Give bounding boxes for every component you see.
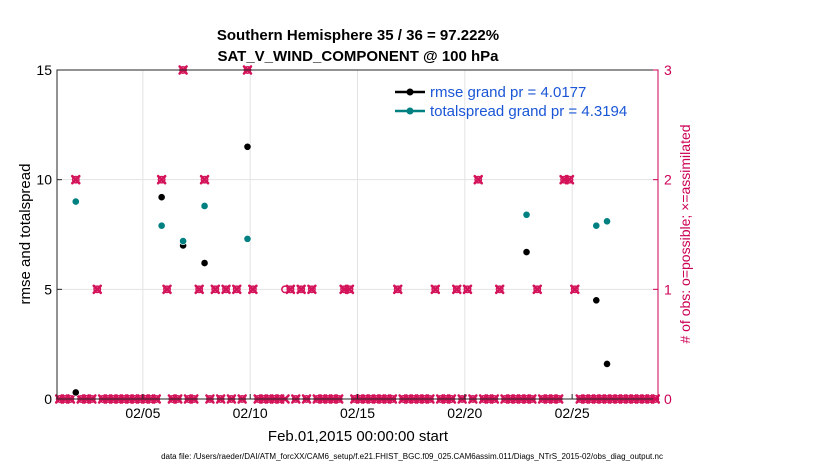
obs-possible-marker [200,175,209,184]
obs-possible-marker [157,175,166,184]
obs-possible-marker [286,285,295,294]
totalspread-point [592,221,601,230]
obs-assimilated-marker [451,284,462,295]
obs-possible-marker [297,285,306,294]
obs-assimilated-marker [532,284,543,295]
obs-assimilated-marker [194,284,205,295]
rmse-point [200,259,209,267]
legend-rmse-marker [406,88,414,96]
obs-assimilated-marker [199,174,210,185]
rmse-point [71,388,80,397]
obs-possible-marker [474,175,483,184]
obs-possible-marker [495,285,504,294]
obs-possible-marker [463,285,472,294]
obs-possible-marker [431,285,440,294]
rmse-point [592,296,601,305]
obs-assimilated-marker [494,284,505,295]
y-right-tick-label: 3 [664,62,672,78]
obs-possible-marker [307,285,316,294]
totalspread-point [179,237,188,245]
obs-assimilated-marker [307,284,317,295]
obs-possible-marker [222,285,230,294]
totalspread-point [522,210,531,219]
totalspread-point [243,234,252,243]
obs-possible-marker [393,285,402,294]
obs-possible-marker [195,285,204,294]
obs-possible-marker [560,175,569,184]
x-tick-label: 02/15 [340,405,375,421]
legend-spread-label: totalspread grand pr = 4.3194 [430,103,627,120]
obs-assimilated-marker [248,284,258,295]
obs-assimilated-marker [70,174,81,185]
obs-assimilated-marker [231,284,242,295]
obs-assimilated-marker [210,284,221,295]
obs-possible-marker [163,285,171,294]
obs-possible-marker [93,285,102,294]
y-axis-right-ticks: 0 1 2 3 [653,62,672,407]
obs-possible-marker [345,285,354,294]
obs-assimilated-marker [564,174,575,185]
obs-possible-marker [281,285,290,294]
y-left-tick-label: 5 [44,281,52,297]
obs-assimilated-marker [392,284,403,295]
obs-assimilated-marker [221,284,231,295]
x-tick-label: 02/05 [125,405,160,421]
rmse-point [522,248,531,256]
rmse-point [603,360,611,368]
x-tick-label: 02/10 [233,405,268,421]
obs-possible-marker [340,285,349,294]
y-axis-right-label: # of obs: o=possible; ×=assimilated [677,124,693,343]
x-tick-label: 02/25 [555,405,590,421]
obs-assimilated-marker [570,284,580,295]
obs-possible-marker [232,285,241,294]
obs-assimilated-marker [162,284,172,295]
obs-assimilated-marker [473,174,484,185]
obs-assimilated-marker [92,284,103,295]
totalspread-point [200,202,209,210]
totalspread-point [157,221,166,230]
totalspread-point [603,217,611,226]
y-right-tick-label: 0 [664,391,672,407]
obs-assimilated-marker [430,284,441,295]
y-left-tick-label: 10 [36,172,52,188]
chart-title-line1: Southern Hemisphere 35 / 36 = 97.222% [217,27,499,44]
y-left-tick-label: 0 [44,391,52,407]
obs-assimilated-marker [462,284,473,295]
obs-assimilated-marker [296,284,306,295]
series-layer [71,142,611,397]
obs-possible-marker [71,175,80,184]
y-axis-left-ticks: 0 5 10 15 [36,62,62,407]
y-right-tick-label: 2 [664,172,672,188]
legend-rmse-label: rmse grand pr = 4.0177 [430,84,586,101]
obs-assimilated-marker [285,284,296,295]
obs-possible-marker [452,285,461,294]
legend: rmse grand pr = 4.0177 totalspread grand… [395,84,627,120]
chart-title-line2: SAT_V_WIND_COMPONENT @ 100 hPa [217,48,499,65]
obs-possible-marker [570,285,579,294]
obs-possible-marker [533,285,542,294]
totalspread-point [71,197,80,206]
obs-possible-marker [565,175,574,184]
obs-assimilated-marker [344,284,355,295]
obs-possible-marker [248,285,257,294]
obs-possible-marker [211,285,220,294]
x-axis-label: Feb.01,2015 00:00:00 start [268,428,449,445]
rmse-point [243,142,252,151]
x-tick-label: 02/20 [447,405,482,421]
y-axis-left-label: rmse and totalspread [17,164,34,305]
y-left-tick-label: 15 [36,62,52,78]
legend-spread-marker [406,107,414,115]
rmse-point [157,193,166,202]
data-file-footnote: data file: /Users/raeder/DAI/ATM_forcXX/… [161,452,663,461]
x-axis-ticks: 02/05 02/10 02/15 02/20 02/25 [125,394,590,421]
y-right-tick-label: 1 [664,281,672,297]
obs-assimilated-marker [156,174,167,185]
